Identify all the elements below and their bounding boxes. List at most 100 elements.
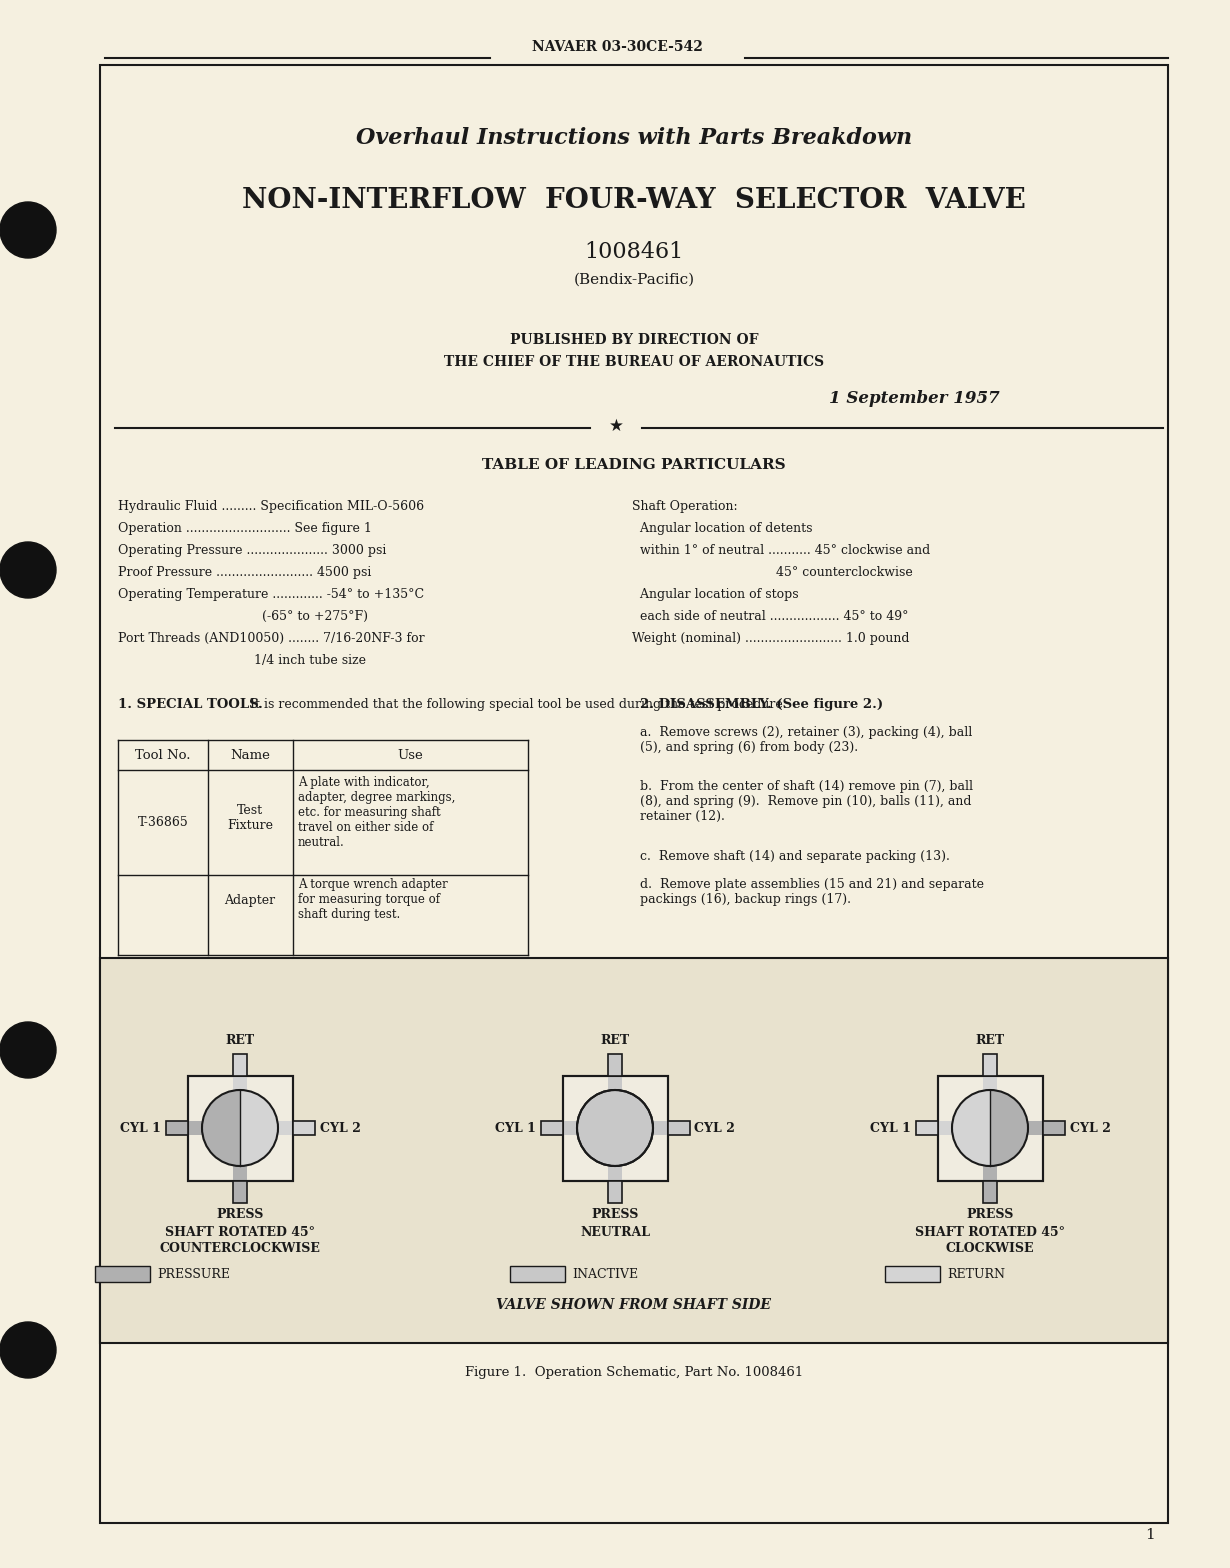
Text: Name: Name xyxy=(230,748,269,762)
Text: Figure 1.  Operation Schematic, Part No. 1008461: Figure 1. Operation Schematic, Part No. … xyxy=(465,1366,803,1378)
Text: (Bendix-Pacific): (Bendix-Pacific) xyxy=(573,273,695,287)
Text: CYL 1: CYL 1 xyxy=(494,1121,535,1135)
Text: each side of neutral .................. 45° to 49°: each side of neutral .................. … xyxy=(632,610,909,622)
Bar xyxy=(983,1167,998,1181)
Text: INACTIVE: INACTIVE xyxy=(572,1267,638,1281)
Text: ★: ★ xyxy=(609,417,624,434)
Text: PRESS: PRESS xyxy=(216,1209,263,1221)
Wedge shape xyxy=(240,1090,278,1167)
Text: RET: RET xyxy=(975,1035,1005,1047)
Text: 1: 1 xyxy=(1145,1527,1155,1541)
Text: RETURN: RETURN xyxy=(947,1267,1005,1281)
Text: a.  Remove screws (2), retainer (3), packing (4), ball
(5), and spring (6) from : a. Remove screws (2), retainer (3), pack… xyxy=(640,726,972,754)
Text: RET: RET xyxy=(225,1035,255,1047)
Bar xyxy=(983,1054,998,1076)
Text: Use: Use xyxy=(397,748,423,762)
Bar xyxy=(562,1121,577,1135)
Text: Port Threads (AND10050) ........ 7/16-20NF-3 for: Port Threads (AND10050) ........ 7/16-20… xyxy=(118,632,424,644)
Text: c.  Remove shaft (14) and separate packing (13).: c. Remove shaft (14) and separate packin… xyxy=(640,850,950,862)
Text: Shaft Operation:: Shaft Operation: xyxy=(632,500,738,513)
Wedge shape xyxy=(990,1090,1028,1167)
Bar xyxy=(562,1076,668,1181)
Bar xyxy=(187,1076,293,1181)
Text: Angular location of stops: Angular location of stops xyxy=(632,588,798,601)
Wedge shape xyxy=(202,1090,240,1167)
Text: Proof Pressure ......................... 4500 psi: Proof Pressure .........................… xyxy=(118,566,371,579)
Text: Adapter: Adapter xyxy=(224,894,276,906)
Bar xyxy=(166,1121,187,1135)
Text: PUBLISHED BY DIRECTION OF: PUBLISHED BY DIRECTION OF xyxy=(509,332,758,347)
Bar xyxy=(1028,1121,1043,1135)
Bar xyxy=(937,1076,1043,1181)
Text: within 1° of neutral ........... 45° clockwise and: within 1° of neutral ........... 45° clo… xyxy=(632,544,930,557)
Bar xyxy=(608,1167,622,1181)
Text: CYL 2: CYL 2 xyxy=(695,1121,736,1135)
Circle shape xyxy=(0,1022,57,1079)
Text: Operation ........................... See figure 1: Operation ........................... Se… xyxy=(118,522,371,535)
Text: 1/4 inch tube size: 1/4 inch tube size xyxy=(118,654,367,666)
Text: Operating Pressure ..................... 3000 psi: Operating Pressure .....................… xyxy=(118,544,386,557)
Bar xyxy=(668,1121,690,1135)
Text: PRESSURE: PRESSURE xyxy=(157,1267,230,1281)
Text: d.  Remove plate assemblies (15 and 21) and separate
packings (16), backup rings: d. Remove plate assemblies (15 and 21) a… xyxy=(640,878,984,906)
Bar xyxy=(293,1121,315,1135)
Text: SHAFT ROTATED 45°: SHAFT ROTATED 45° xyxy=(915,1226,1065,1239)
Text: RET: RET xyxy=(600,1035,630,1047)
Text: Angular location of detents: Angular location of detents xyxy=(632,522,813,535)
Text: Hydraulic Fluid ......... Specification MIL-O-5606: Hydraulic Fluid ......... Specification … xyxy=(118,500,424,513)
Bar xyxy=(187,1076,293,1181)
Bar xyxy=(562,1076,668,1181)
Text: Test
Fixture: Test Fixture xyxy=(228,804,273,833)
Circle shape xyxy=(0,543,57,597)
Text: b.  From the center of shaft (14) remove pin (7), ball
(8), and spring (9).  Rem: b. From the center of shaft (14) remove … xyxy=(640,779,973,823)
Text: CYL 2: CYL 2 xyxy=(320,1121,360,1135)
Text: 2. DISASSEMBLY. (See figure 2.): 2. DISASSEMBLY. (See figure 2.) xyxy=(640,698,883,710)
Text: 1008461: 1008461 xyxy=(584,241,684,263)
Bar xyxy=(510,1265,565,1283)
Bar xyxy=(886,1265,940,1283)
Text: 1. SPECIAL TOOLS.: 1. SPECIAL TOOLS. xyxy=(118,698,263,710)
Circle shape xyxy=(0,202,57,259)
Text: VALVE SHOWN FROM SHAFT SIDE: VALVE SHOWN FROM SHAFT SIDE xyxy=(497,1298,771,1312)
Circle shape xyxy=(577,1090,653,1167)
Text: SHAFT ROTATED 45°: SHAFT ROTATED 45° xyxy=(165,1226,315,1239)
Circle shape xyxy=(0,1322,57,1378)
Text: COUNTERCLOCKWISE: COUNTERCLOCKWISE xyxy=(160,1242,321,1254)
Bar xyxy=(100,64,1168,1523)
Text: NON-INTERFLOW  FOUR-WAY  SELECTOR  VALVE: NON-INTERFLOW FOUR-WAY SELECTOR VALVE xyxy=(242,187,1026,213)
Bar xyxy=(937,1121,952,1135)
Text: NEUTRAL: NEUTRAL xyxy=(581,1226,649,1239)
Bar xyxy=(232,1054,247,1076)
Text: A torque wrench adapter
for measuring torque of
shaft during test.: A torque wrench adapter for measuring to… xyxy=(298,878,448,920)
Text: 45° counterclockwise: 45° counterclockwise xyxy=(632,566,913,579)
Text: TABLE OF LEADING PARTICULARS: TABLE OF LEADING PARTICULARS xyxy=(482,458,786,472)
Text: T-36865: T-36865 xyxy=(138,815,188,828)
Text: CYL 1: CYL 1 xyxy=(870,1121,910,1135)
Bar xyxy=(937,1076,1043,1181)
Text: CYL 1: CYL 1 xyxy=(119,1121,160,1135)
Bar xyxy=(187,1121,202,1135)
Bar xyxy=(653,1121,668,1135)
Bar xyxy=(232,1167,247,1181)
Text: CLOCKWISE: CLOCKWISE xyxy=(946,1242,1034,1254)
Text: (-65° to +275°F): (-65° to +275°F) xyxy=(118,610,368,622)
Bar xyxy=(95,1265,150,1283)
Text: A plate with indicator,
adapter, degree markings,
etc. for measuring shaft
trave: A plate with indicator, adapter, degree … xyxy=(298,776,455,848)
Bar xyxy=(608,1181,622,1203)
Bar xyxy=(232,1181,247,1203)
Text: Overhaul Instructions with Parts Breakdown: Overhaul Instructions with Parts Breakdo… xyxy=(355,127,913,149)
Bar xyxy=(915,1121,937,1135)
Text: PRESS: PRESS xyxy=(967,1209,1014,1221)
Text: Weight (nominal) ......................... 1.0 pound: Weight (nominal) .......................… xyxy=(632,632,909,644)
Bar xyxy=(278,1121,293,1135)
Text: PRESS: PRESS xyxy=(592,1209,638,1221)
Text: CYL 2: CYL 2 xyxy=(1070,1121,1111,1135)
Wedge shape xyxy=(952,1090,990,1167)
Text: NAVAER 03-30CE-542: NAVAER 03-30CE-542 xyxy=(531,41,702,53)
Text: 1 September 1957: 1 September 1957 xyxy=(829,389,1000,406)
Bar xyxy=(100,958,1168,1344)
Bar xyxy=(983,1076,998,1090)
Text: Operating Temperature ............. -54° to +135°C: Operating Temperature ............. -54°… xyxy=(118,588,424,601)
Bar xyxy=(983,1181,998,1203)
Bar xyxy=(540,1121,562,1135)
